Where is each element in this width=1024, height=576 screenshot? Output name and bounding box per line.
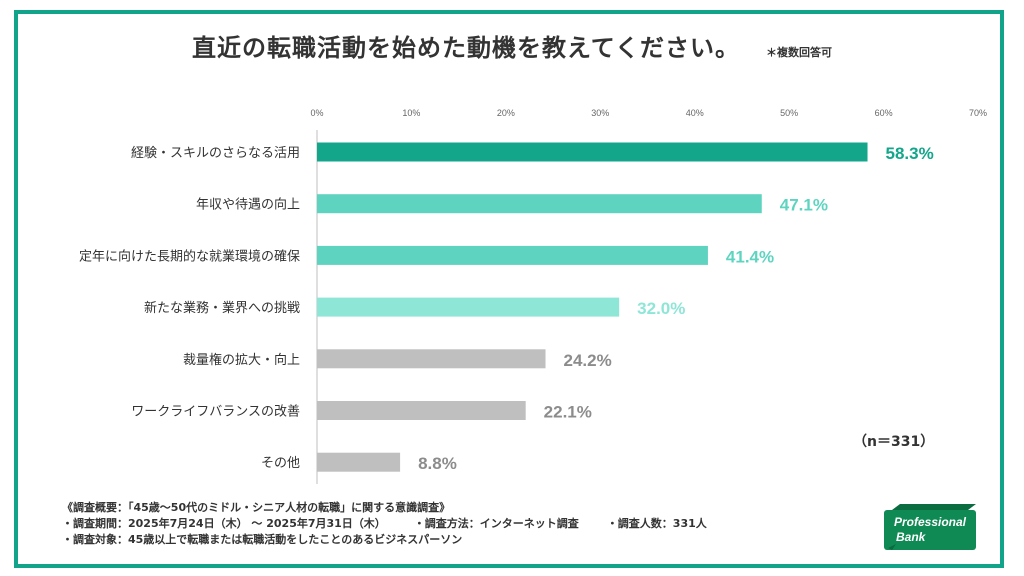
x-tick-label: 60% xyxy=(875,108,893,118)
logo-badge xyxy=(884,510,976,550)
category-label: 裁量権の拡大・向上 xyxy=(183,352,300,368)
sample-size: （n＝331） xyxy=(853,434,935,450)
x-tick-label: 20% xyxy=(497,108,515,118)
category-label: 定年に向けた長期的な就業環境の確保 xyxy=(79,248,300,264)
survey-period: ・調査期間：2025年7月24日（木） ～ 2025年7月31日（木） xyxy=(62,517,386,530)
value-label: 47.1% xyxy=(780,196,828,215)
chart-title: 直近の転職活動を始めた動機を教えてください。 ＊複数回答可 xyxy=(0,28,1024,63)
category-labels: 経験・スキルのさらなる活用年収や待遇の向上定年に向けた長期的な就業環境の確保新た… xyxy=(79,146,300,471)
bar xyxy=(317,349,546,369)
category-label: 年収や待遇の向上 xyxy=(196,197,300,213)
category-label: 新たな業務・業界への挑戦 xyxy=(144,300,300,316)
value-label: 8.8% xyxy=(418,454,457,473)
category-label: 経験・スキルのさらなる活用 xyxy=(131,146,300,161)
category-label: ワークライフバランスの改善 xyxy=(131,404,300,420)
survey-method: ・調査方法：インターネット調査 xyxy=(413,517,579,530)
x-tick-label: 0% xyxy=(310,108,323,118)
logo-line2: Bank xyxy=(896,530,927,544)
logo-ribbon xyxy=(888,544,896,550)
value-labels: 58.3% 47.1% 41.4% 32.0% 24.2% 22.1% 8.8% xyxy=(418,144,934,473)
bar xyxy=(317,401,526,420)
logo-line1: Professional xyxy=(894,515,967,529)
bars xyxy=(317,142,868,472)
bar xyxy=(317,142,868,162)
title-text: 直近の転職活動を始めた動機を教えてください。 xyxy=(191,34,741,62)
survey-footer: 《調査概要：「45歳～50代のミドル・シニア人材の転職」に関する意識調査》 ・調… xyxy=(62,500,707,548)
x-tick-label: 40% xyxy=(686,108,704,118)
category-label: その他 xyxy=(261,456,300,471)
x-tick-label: 70% xyxy=(969,108,987,118)
logo-top-fold xyxy=(892,504,976,510)
value-label: 41.4% xyxy=(726,247,774,266)
survey-respondents: ・調査人数：331人 xyxy=(606,517,707,530)
bar xyxy=(317,245,708,265)
bar xyxy=(317,194,762,214)
value-label: 24.2% xyxy=(564,351,612,370)
chart-frame xyxy=(14,10,1004,568)
x-tick-label: 30% xyxy=(591,108,609,118)
x-axis-ticks: 0% 10% 20% 30% 40% 50% 60% 70% xyxy=(310,108,987,118)
value-label: 58.3% xyxy=(886,144,934,163)
professional-bank-logo: Professional Bank xyxy=(884,504,976,550)
survey-target: ・調査対象：45歳以上で転職または転職活動をしたことのあるビジネスパーソン xyxy=(62,533,463,546)
x-tick-label: 10% xyxy=(402,108,420,118)
x-tick-label: 50% xyxy=(780,108,798,118)
value-label: 22.1% xyxy=(544,403,592,422)
title-note: ＊複数回答可 xyxy=(766,46,833,59)
bar xyxy=(317,297,620,317)
bar xyxy=(317,452,401,472)
value-label: 32.0% xyxy=(637,299,685,318)
survey-overview: 《調査概要：「45歳～50代のミドル・シニア人材の転職」に関する意識調査》 xyxy=(62,501,451,514)
